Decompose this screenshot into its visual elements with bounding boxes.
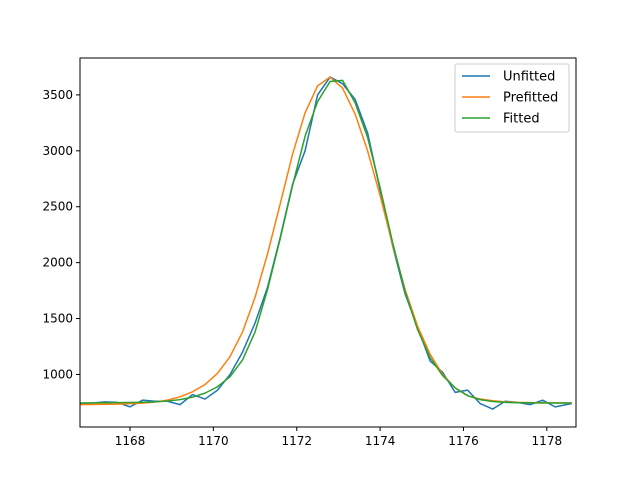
series-line-fitted <box>79 79 572 404</box>
x-tick-label: 1178 <box>532 434 563 448</box>
x-tick-label: 1176 <box>448 434 479 448</box>
legend-box <box>454 63 570 133</box>
x-tick-label: 1172 <box>281 434 312 448</box>
y-tick-label: 2500 <box>42 200 73 214</box>
y-tick-label: 1500 <box>42 312 73 326</box>
y-tick-label: 1000 <box>42 367 73 381</box>
y-tick-label: 3000 <box>42 144 73 158</box>
legend: Unfitted Prefitted Fitted <box>454 63 570 133</box>
x-tick-label: 1170 <box>198 434 229 448</box>
series-lines <box>79 76 572 410</box>
legend-label-prefitted: Prefitted <box>503 91 558 106</box>
y-axis: 1000 1500 2000 2500 3000 3500 <box>42 88 80 381</box>
legend-label-unfitted: Unfitted <box>503 70 555 85</box>
x-tick-label: 1168 <box>115 434 146 448</box>
legend-label-fitted: Fitted <box>503 112 540 127</box>
y-tick-label: 2000 <box>42 256 73 270</box>
x-tick-label: 1174 <box>365 434 396 448</box>
y-tick-label: 3500 <box>42 88 73 102</box>
plot-frame <box>79 57 577 428</box>
x-axis: 1168 1170 1172 1174 1176 1178 <box>115 427 562 448</box>
